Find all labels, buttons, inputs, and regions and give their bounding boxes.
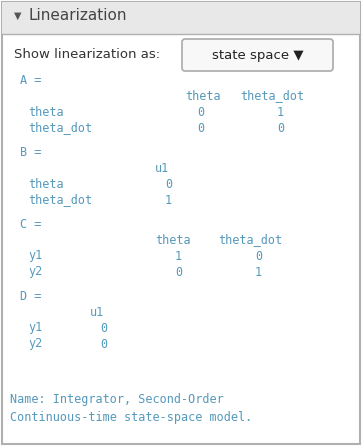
Text: A =: A = xyxy=(20,74,41,87)
Text: u1: u1 xyxy=(90,306,104,318)
Text: theta: theta xyxy=(155,234,191,247)
Text: Show linearization as:: Show linearization as: xyxy=(14,48,160,61)
Text: 0: 0 xyxy=(255,249,262,263)
Text: theta_dot: theta_dot xyxy=(218,234,282,247)
Text: Linearization: Linearization xyxy=(28,8,126,24)
Text: theta: theta xyxy=(28,178,64,190)
Text: Name: Integrator, Second-Order: Name: Integrator, Second-Order xyxy=(10,393,224,406)
Text: D =: D = xyxy=(20,289,41,302)
Text: 0: 0 xyxy=(277,121,284,135)
Text: 1: 1 xyxy=(175,249,182,263)
Text: C =: C = xyxy=(20,218,41,231)
Text: theta: theta xyxy=(185,90,220,103)
FancyBboxPatch shape xyxy=(182,39,333,71)
Text: theta_dot: theta_dot xyxy=(28,194,92,206)
Text: 1: 1 xyxy=(277,106,284,119)
Text: 0: 0 xyxy=(165,178,172,190)
Text: Continuous-time state-space model.: Continuous-time state-space model. xyxy=(10,412,252,425)
Text: y2: y2 xyxy=(28,265,42,278)
Text: y1: y1 xyxy=(28,249,42,263)
Text: theta_dot: theta_dot xyxy=(28,121,92,135)
Text: 0: 0 xyxy=(100,338,107,351)
Text: 1: 1 xyxy=(165,194,172,206)
FancyBboxPatch shape xyxy=(2,2,360,34)
Text: y1: y1 xyxy=(28,322,42,334)
Text: y2: y2 xyxy=(28,338,42,351)
Text: theta_dot: theta_dot xyxy=(240,90,304,103)
Text: B =: B = xyxy=(20,145,41,158)
Text: 0: 0 xyxy=(100,322,107,334)
Text: theta: theta xyxy=(28,106,64,119)
Text: u1: u1 xyxy=(155,161,169,174)
Text: 1: 1 xyxy=(255,265,262,278)
Text: 0: 0 xyxy=(175,265,182,278)
Text: state space ▼: state space ▼ xyxy=(212,49,303,62)
Text: 0: 0 xyxy=(197,106,204,119)
Text: ▼: ▼ xyxy=(14,11,21,21)
Text: 0: 0 xyxy=(197,121,204,135)
